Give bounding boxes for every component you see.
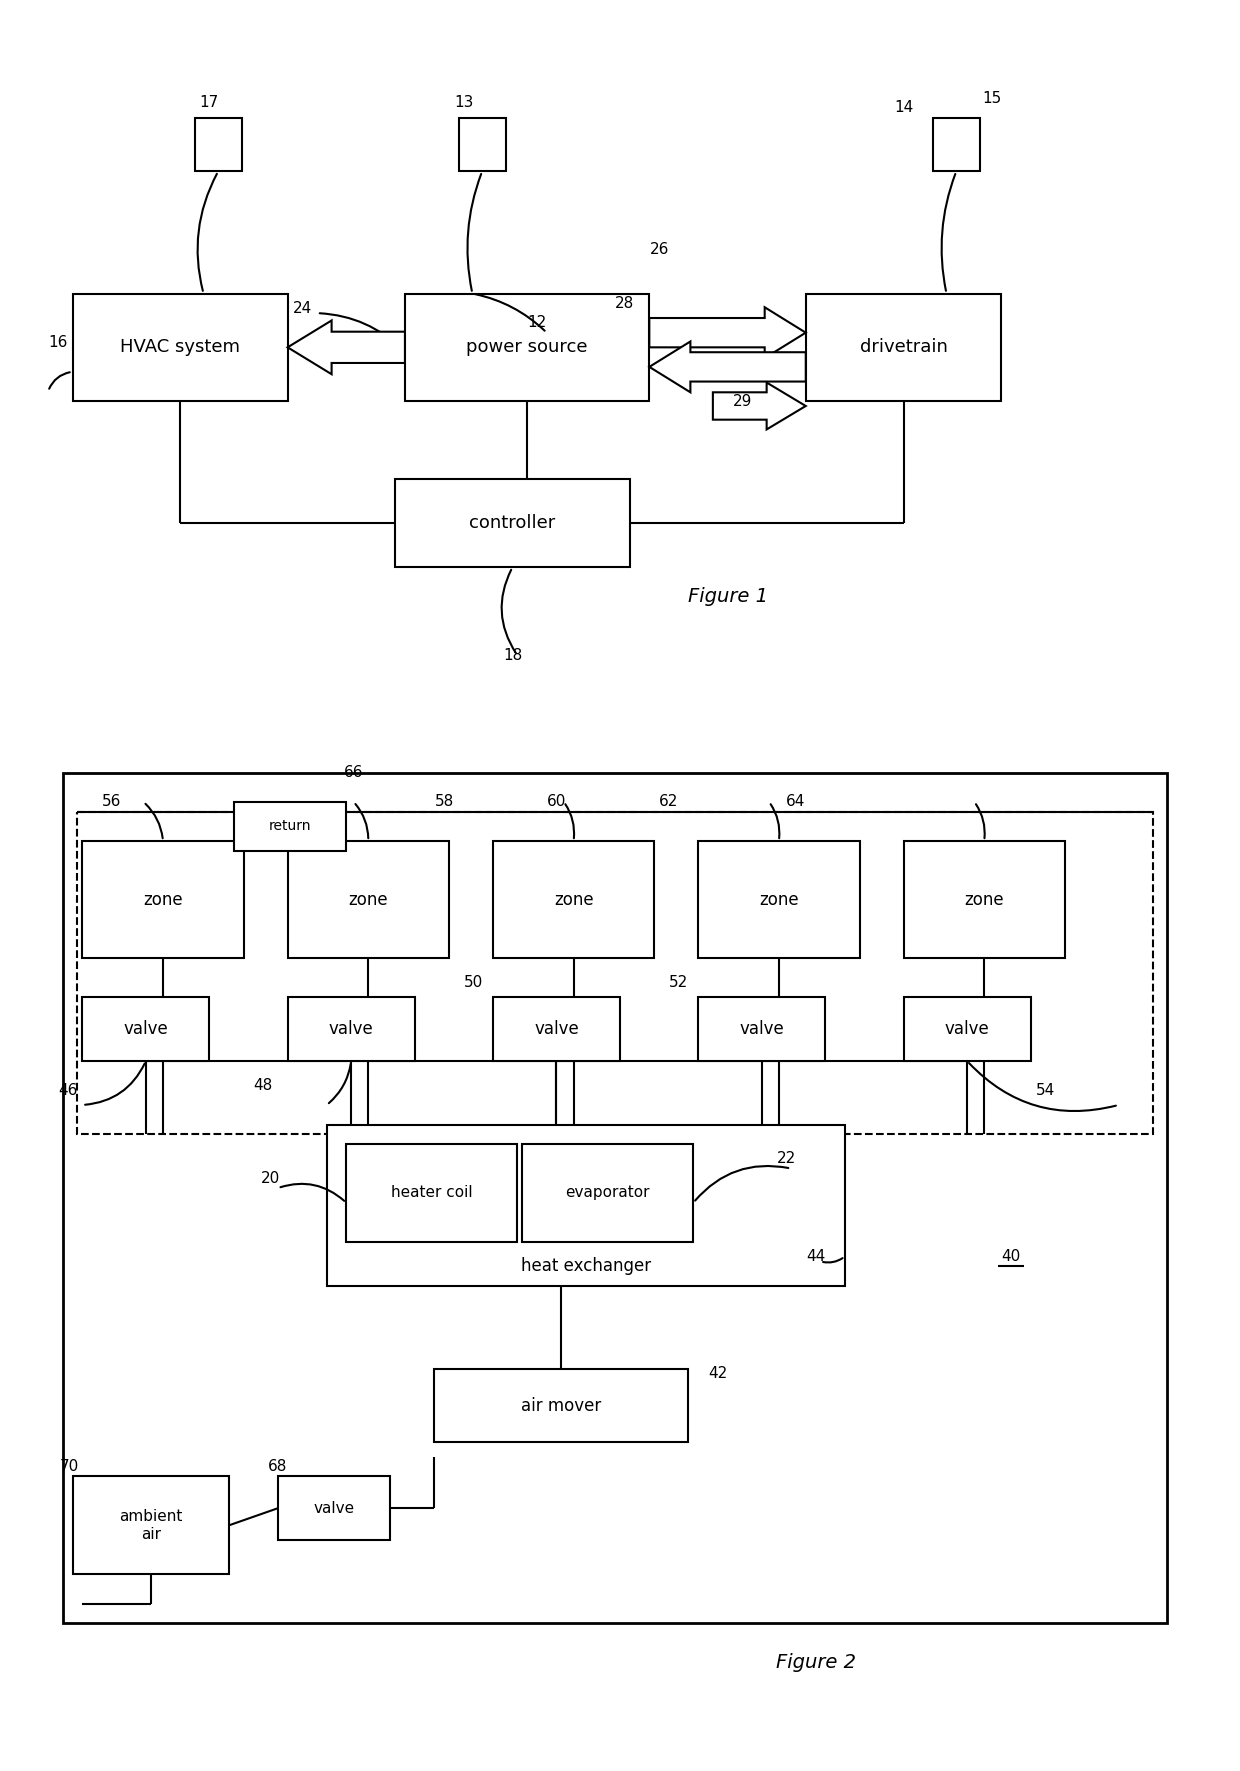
Polygon shape: [713, 383, 806, 429]
Text: 58: 58: [434, 795, 454, 809]
Bar: [82, 841, 243, 958]
Text: valve: valve: [739, 1020, 784, 1038]
Bar: [63, 772, 1167, 1622]
Text: 66: 66: [345, 765, 363, 779]
Text: ambient
air: ambient air: [119, 1509, 182, 1541]
Text: 22: 22: [776, 1151, 796, 1167]
Polygon shape: [288, 321, 405, 374]
Text: 50: 50: [464, 976, 484, 990]
Bar: [73, 1477, 229, 1574]
Text: zone: zone: [348, 891, 388, 909]
Text: return: return: [269, 820, 311, 834]
Bar: [82, 997, 210, 1061]
Text: drivetrain: drivetrain: [859, 338, 947, 356]
Text: 64: 64: [786, 795, 806, 809]
Text: 68: 68: [268, 1459, 288, 1473]
Text: zone: zone: [965, 891, 1004, 909]
Text: 24: 24: [293, 301, 312, 315]
Text: 15: 15: [982, 90, 1001, 106]
Bar: [288, 841, 449, 958]
Text: controller: controller: [469, 514, 556, 533]
Text: power source: power source: [466, 338, 588, 356]
Text: 18: 18: [503, 648, 522, 662]
Text: Figure 1: Figure 1: [687, 588, 768, 606]
Text: 13: 13: [454, 96, 474, 110]
Bar: [396, 480, 630, 567]
Bar: [195, 117, 242, 172]
Text: valve: valve: [124, 1020, 169, 1038]
Text: valve: valve: [314, 1500, 355, 1516]
Text: zone: zone: [554, 891, 594, 909]
Text: evaporator: evaporator: [565, 1185, 650, 1201]
Bar: [326, 1125, 844, 1286]
Bar: [77, 811, 1153, 1133]
Bar: [904, 997, 1030, 1061]
Text: 54: 54: [1035, 1082, 1055, 1098]
Bar: [494, 997, 620, 1061]
Bar: [494, 841, 655, 958]
Text: air mover: air mover: [521, 1397, 601, 1415]
Bar: [346, 1144, 517, 1241]
Text: 44: 44: [806, 1249, 825, 1264]
Bar: [932, 117, 980, 172]
Bar: [904, 841, 1065, 958]
Text: zone: zone: [759, 891, 799, 909]
Bar: [522, 1144, 693, 1241]
Text: 48: 48: [253, 1079, 273, 1093]
Text: Figure 2: Figure 2: [775, 1652, 856, 1672]
Bar: [698, 841, 859, 958]
Text: HVAC system: HVAC system: [120, 338, 241, 356]
Bar: [806, 294, 1001, 400]
Bar: [698, 997, 826, 1061]
Polygon shape: [650, 306, 806, 358]
Bar: [234, 802, 346, 850]
Text: 56: 56: [102, 795, 122, 809]
Bar: [434, 1369, 688, 1442]
Text: 60: 60: [547, 795, 567, 809]
Text: 17: 17: [200, 96, 219, 110]
Text: valve: valve: [945, 1020, 990, 1038]
Text: heat exchanger: heat exchanger: [521, 1257, 651, 1275]
Bar: [278, 1477, 391, 1541]
Text: 14: 14: [894, 101, 913, 115]
Text: heater coil: heater coil: [391, 1185, 472, 1201]
Text: 46: 46: [58, 1082, 77, 1098]
Text: 70: 70: [60, 1459, 79, 1473]
Polygon shape: [650, 342, 806, 393]
Text: 28: 28: [615, 296, 635, 312]
Bar: [73, 294, 288, 400]
Text: 62: 62: [660, 795, 678, 809]
Text: 16: 16: [48, 335, 67, 351]
Text: 26: 26: [650, 243, 668, 257]
Text: 20: 20: [262, 1171, 280, 1187]
Text: valve: valve: [534, 1020, 579, 1038]
Bar: [288, 997, 414, 1061]
Text: 40: 40: [1002, 1249, 1021, 1264]
Text: zone: zone: [143, 891, 182, 909]
Bar: [459, 117, 506, 172]
Text: valve: valve: [329, 1020, 373, 1038]
Text: 52: 52: [670, 976, 688, 990]
Bar: [405, 294, 650, 400]
Text: 29: 29: [733, 393, 751, 409]
Text: 42: 42: [708, 1365, 728, 1381]
Text: 12: 12: [527, 315, 547, 331]
